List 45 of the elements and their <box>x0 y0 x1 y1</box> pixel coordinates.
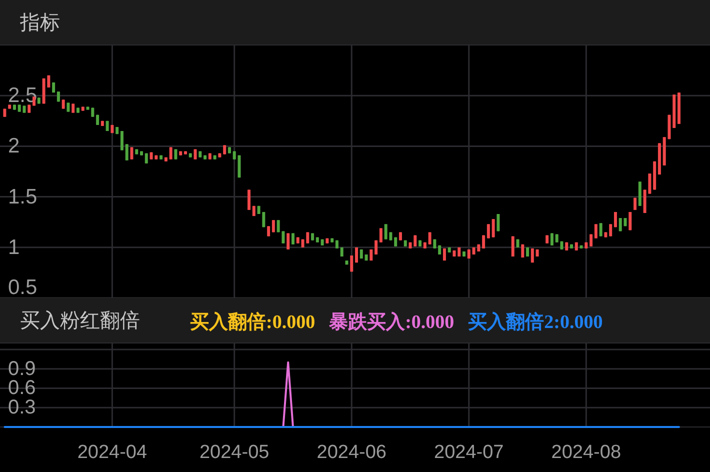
x-tick-label: 2024-08 <box>551 442 622 463</box>
legend-label: 买入翻倍:0.000 <box>190 311 316 333</box>
chart-title: 指标 <box>19 12 60 34</box>
candlestick <box>590 234 593 247</box>
candlestick <box>550 232 554 246</box>
candlestick <box>286 232 290 250</box>
chart-title: 买入粉红翻倍 <box>20 310 140 332</box>
candlestick <box>482 234 486 249</box>
candlestick <box>496 214 500 232</box>
candlestick <box>223 144 226 155</box>
candlestick <box>66 102 70 112</box>
candlestick <box>594 224 598 239</box>
y-tick-label: 0.5 <box>8 276 38 299</box>
candlestick <box>379 228 382 243</box>
x-tick-label: 2024-05 <box>199 442 270 463</box>
candlestick <box>194 148 197 160</box>
candlestick <box>248 189 251 210</box>
candlestick <box>486 224 490 239</box>
y-tick-label: 0.3 <box>8 396 36 419</box>
x-tick-label: 2024-06 <box>316 442 386 463</box>
candlestick <box>599 222 602 237</box>
candlestick <box>120 130 124 151</box>
candlestick <box>492 218 495 238</box>
candlestick <box>125 144 128 161</box>
candlestick <box>374 240 378 255</box>
candlestick <box>267 226 270 237</box>
candlestick <box>634 197 637 210</box>
x-tick-label: 2024-07 <box>434 442 504 463</box>
x-tick-label: 2024-04 <box>77 442 148 463</box>
y-tick-label: 0.6 <box>8 377 36 400</box>
candlestick <box>169 146 172 160</box>
candlestick <box>62 99 65 110</box>
candlestick <box>428 232 432 245</box>
y-tick-label: 1.5 <box>8 185 38 208</box>
y-tick-label: 1 <box>8 236 20 259</box>
candlestick <box>174 148 178 160</box>
candlestick <box>618 218 622 232</box>
text: 暴跌买入:0.000 <box>328 311 454 333</box>
candlestick <box>130 146 134 160</box>
y-tick-label: 0.9 <box>8 358 36 380</box>
candlestick <box>272 220 275 233</box>
candlestick <box>609 224 612 237</box>
candlestick <box>72 103 75 114</box>
y-tick-label: 2 <box>8 134 20 158</box>
text: 买入翻倍2:0.000 <box>468 311 603 333</box>
